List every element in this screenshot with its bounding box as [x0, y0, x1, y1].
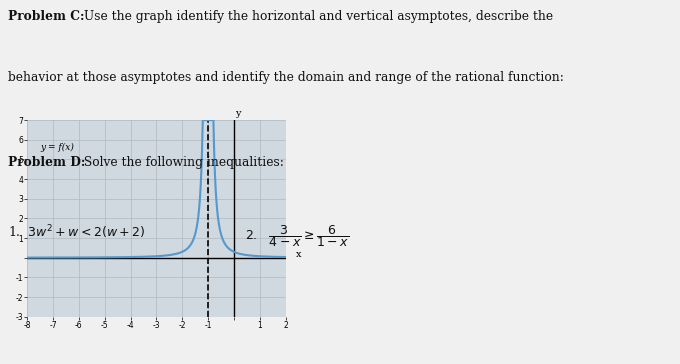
Text: 2.   $\dfrac{3}{4-x} \geq \dfrac{6}{1-x}$: 2. $\dfrac{3}{4-x} \geq \dfrac{6}{1-x}$ [245, 223, 349, 249]
Text: Use the graph identify the horizontal and vertical asymptotes, describe the: Use the graph identify the horizontal an… [80, 10, 554, 23]
Text: Problem C:: Problem C: [8, 10, 84, 23]
Text: y: y [235, 109, 241, 118]
Text: 1.  $3w^2 + w < 2(w + 2)$: 1. $3w^2 + w < 2(w + 2)$ [8, 223, 146, 241]
Text: y = f(x): y = f(x) [40, 142, 74, 151]
Text: Problem D:: Problem D: [8, 156, 86, 169]
Text: behavior at those asymptotes and identify the domain and range of the rational f: behavior at those asymptotes and identif… [8, 71, 564, 84]
Text: x: x [296, 250, 301, 259]
Text: Solve the following inequalities:: Solve the following inequalities: [80, 156, 284, 169]
